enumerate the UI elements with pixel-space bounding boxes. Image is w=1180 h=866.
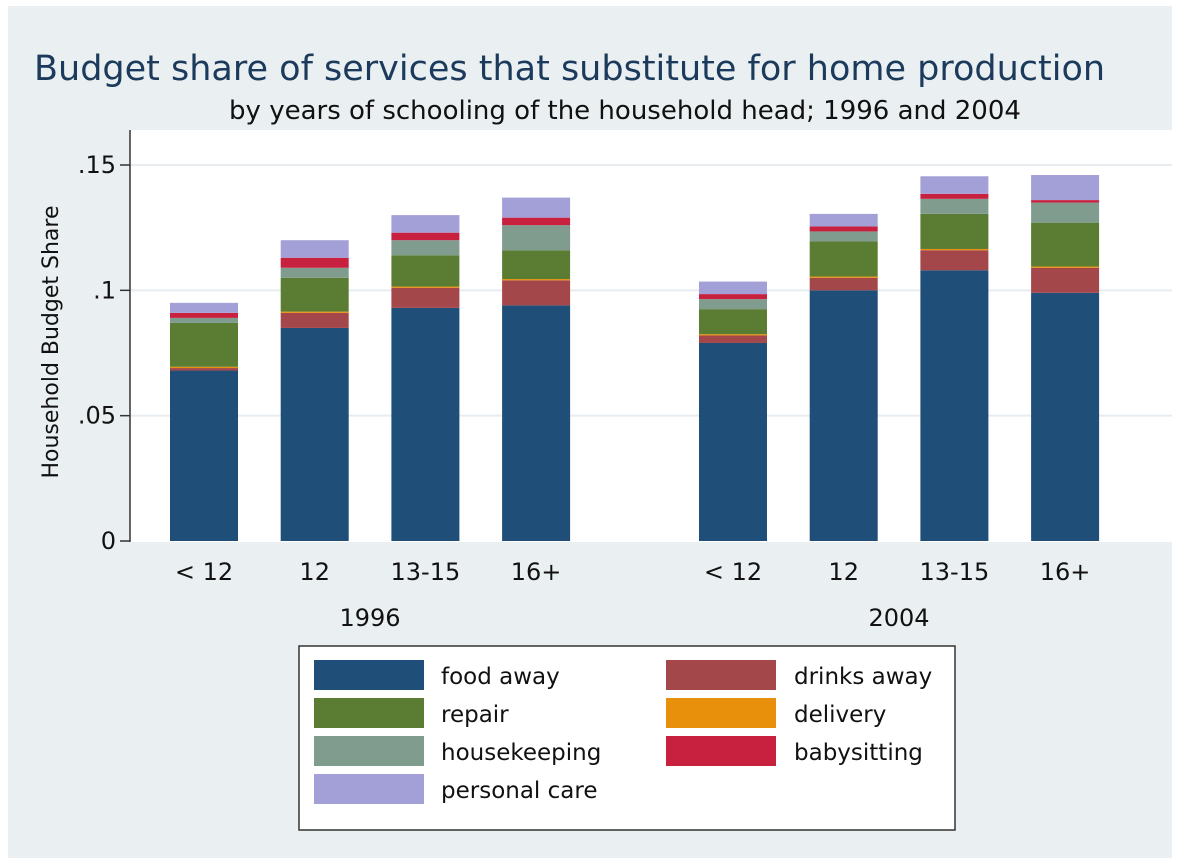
legend-swatch-personal-care [314,774,424,804]
bar-segment-housekeeping-2004-3 [1031,202,1100,223]
legend-swatch-drinks-away [666,660,776,690]
bar-segment-delivery-1996-3 [502,279,571,281]
bar-segment-babysitting-2004-1 [809,226,878,232]
x-tick-label-1996-2: 13-15 [391,558,461,586]
y-tick-label-2: .1 [93,276,116,304]
bar-segment-food-away-2004-0 [699,342,767,541]
bar-segment-delivery-2004-0 [699,334,767,336]
x-tick-label-1996-1: 12 [299,558,330,586]
x-tick-label-2004-2: 13-15 [920,558,990,586]
bar-segment-food-away-2004-2 [920,270,989,541]
bar-segment-repair-1996-3 [502,250,571,280]
x-tick-label-1996-0: < 12 [175,558,233,586]
bar-segment-repair-1996-2 [391,255,460,287]
y-axis-label: Household Budget Share [39,205,64,478]
bar-segment-drinks-away-1996-1 [280,312,349,328]
bar-segment-housekeeping-2004-0 [699,299,767,310]
legend-swatch-food-away [314,660,424,690]
bar-segment-babysitting-2004-3 [1031,200,1100,203]
legend-swatch-housekeeping [314,736,424,766]
bar-segment-repair-1996-0 [170,322,238,367]
bar-segment-delivery-1996-0 [170,366,238,369]
y-tick-label-1: .05 [78,402,116,430]
bar-segment-personal-care-2004-1 [809,213,878,227]
bar-segment-babysitting-1996-2 [391,232,460,241]
x-tick-label-2004-3: 16+ [1040,558,1091,586]
bar-segment-food-away-1996-2 [391,307,460,541]
bar-segment-housekeeping-2004-2 [920,198,989,214]
x-tick-label-1996-3: 16+ [511,558,562,586]
bar-segment-personal-care-2004-0 [699,281,767,295]
bar-segment-delivery-2004-1 [809,276,878,278]
bar-segment-repair-2004-1 [809,241,878,277]
y-tick-label-0: 0 [101,527,116,555]
bar-segment-personal-care-1996-3 [502,197,571,218]
group-label-2004: 2004 [869,604,930,632]
bar-segment-babysitting-2004-0 [699,294,767,300]
bar-segment-personal-care-2004-3 [1031,175,1100,201]
bar-segment-delivery-1996-2 [391,286,460,288]
bar-segment-food-away-1996-3 [502,305,571,541]
legend-label-personal-care: personal care [441,778,597,804]
bar-segment-drinks-away-1996-0 [170,368,238,371]
chart-title: Budget share of services that substitute… [34,49,1105,89]
group-label-1996: 1996 [340,604,401,632]
y-tick-label-3: .15 [78,151,116,179]
bar-segment-personal-care-1996-2 [391,215,460,233]
legend-label-drinks-away: drinks away [794,664,932,690]
bar-segment-personal-care-2004-2 [920,176,989,194]
axis-layer: 0 .05 .1 .15 < 12 12 13-15 16+ 1996 < 12 12 13-15 16… [78,130,1091,632]
chart-subtitle: by years of schooling of the household h… [229,96,1021,126]
bar-segment-housekeeping-1996-0 [170,317,238,323]
bar-segment-drinks-away-2004-0 [699,335,767,343]
legend-label-food-away: food away [441,664,560,690]
bar-segment-personal-care-1996-1 [280,240,349,258]
bar-segment-babysitting-2004-2 [920,193,989,199]
legend-label-housekeeping: housekeeping [441,740,601,766]
x-tick-label-2004-0: < 12 [704,558,762,586]
bar-segment-drinks-away-2004-1 [809,277,878,291]
legend-swatch-babysitting [666,736,776,766]
bar-segment-drinks-away-2004-2 [920,250,989,271]
chart-frame: Budget share of services that substitute… [8,6,1172,858]
bars-layer [170,175,1100,541]
bar-segment-drinks-away-2004-3 [1031,267,1100,293]
bar-segment-babysitting-1996-3 [502,217,571,226]
bar-segment-food-away-1996-0 [170,370,238,541]
bar-segment-food-away-2004-1 [809,290,878,541]
bar-segment-repair-2004-3 [1031,222,1100,267]
bar-segment-drinks-away-1996-2 [391,287,460,308]
bar-segment-delivery-2004-3 [1031,266,1100,268]
bar-segment-drinks-away-1996-3 [502,280,571,306]
legend-label-babysitting: babysitting [794,740,923,766]
bar-segment-housekeeping-1996-3 [502,225,571,251]
bar-segment-repair-2004-0 [699,309,767,335]
legend-label-repair: repair [441,702,509,728]
bar-segment-housekeeping-1996-1 [280,267,349,278]
legend-label-delivery: delivery [794,702,886,728]
legend-swatch-repair [314,698,424,728]
bar-segment-food-away-1996-1 [280,327,349,541]
bar-segment-food-away-2004-3 [1031,292,1100,541]
chart-svg: Budget share of services that substitute… [34,49,1172,831]
bar-segment-personal-care-1996-0 [170,302,238,313]
bar-segment-repair-2004-2 [920,213,989,249]
bar-segment-housekeeping-1996-2 [391,240,460,256]
bar-segment-delivery-1996-1 [280,311,349,313]
bar-segment-housekeeping-2004-1 [809,231,878,242]
bar-segment-repair-1996-1 [280,277,349,312]
legend: food away drinks away repair delivery housek… [298,645,956,831]
legend-swatch-delivery [666,698,776,728]
bar-segment-babysitting-1996-1 [280,257,349,268]
bar-segment-delivery-2004-2 [920,248,989,251]
bar-segment-babysitting-1996-0 [170,312,238,318]
x-tick-label-2004-1: 12 [828,558,859,586]
